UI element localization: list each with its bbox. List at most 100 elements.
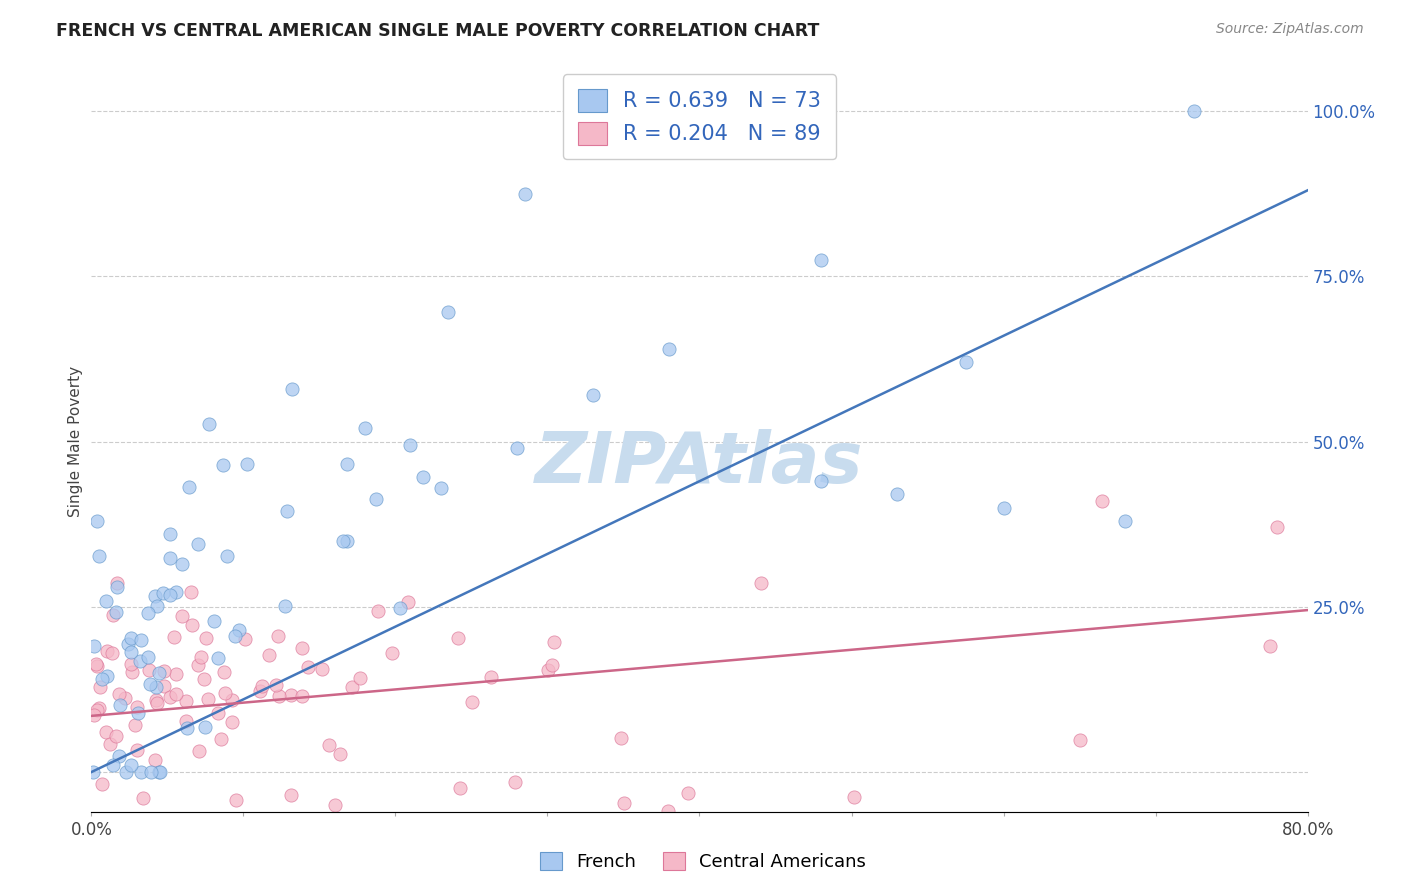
Point <box>108 748 131 763</box>
Point <box>180 584 202 599</box>
Point <box>212 458 235 473</box>
Point <box>82 765 104 780</box>
Point <box>323 797 346 812</box>
Point <box>810 252 832 267</box>
Point <box>290 641 312 656</box>
Point <box>120 645 142 659</box>
Point <box>207 706 229 720</box>
Point <box>159 527 181 541</box>
Point <box>153 679 176 693</box>
Text: FRENCH VS CENTRAL AMERICAN SINGLE MALE POVERTY CORRELATION CHART: FRENCH VS CENTRAL AMERICAN SINGLE MALE P… <box>56 22 820 40</box>
Point <box>318 739 340 753</box>
Point <box>215 549 238 563</box>
Point <box>513 186 536 201</box>
Point <box>297 660 319 674</box>
Point <box>228 623 250 637</box>
Point <box>1069 733 1091 747</box>
Point <box>149 765 172 780</box>
Point <box>276 504 298 518</box>
Point <box>399 438 422 452</box>
Point <box>139 677 162 691</box>
Point <box>214 686 236 700</box>
Point <box>163 630 186 644</box>
Point <box>193 673 215 687</box>
Point <box>86 658 108 673</box>
Point <box>396 595 419 609</box>
Point <box>86 514 108 528</box>
Point <box>264 678 287 692</box>
Point <box>145 692 167 706</box>
Point <box>120 757 142 772</box>
Point <box>96 644 118 658</box>
Point <box>212 665 235 679</box>
Point <box>132 791 155 805</box>
Point <box>152 586 174 600</box>
Point <box>233 632 256 647</box>
Point <box>194 720 217 734</box>
Point <box>412 470 434 484</box>
Point <box>336 457 359 471</box>
Point <box>145 680 167 694</box>
Point <box>329 747 352 761</box>
Point <box>114 765 136 780</box>
Point <box>430 481 453 495</box>
Point <box>153 664 176 678</box>
Point <box>354 421 377 435</box>
Point <box>1265 520 1288 534</box>
Point <box>187 537 209 551</box>
Point <box>128 654 150 668</box>
Point <box>198 417 221 431</box>
Point <box>114 690 136 705</box>
Point <box>96 669 118 683</box>
Point <box>159 550 181 565</box>
Point <box>506 441 529 455</box>
Point <box>1182 103 1205 118</box>
Point <box>91 777 114 791</box>
Point <box>117 637 139 651</box>
Point <box>381 646 404 660</box>
Point <box>225 792 247 806</box>
Point <box>503 775 526 789</box>
Point <box>170 558 193 572</box>
Point <box>105 729 128 743</box>
Point <box>1258 640 1281 654</box>
Point <box>138 663 160 677</box>
Point <box>145 589 167 603</box>
Point <box>165 688 187 702</box>
Point <box>98 738 121 752</box>
Point <box>280 789 302 803</box>
Point <box>108 698 131 712</box>
Point <box>224 629 246 643</box>
Point <box>367 604 389 618</box>
Point <box>249 683 271 698</box>
Point <box>955 355 977 369</box>
Point <box>121 665 143 680</box>
Point <box>170 609 193 624</box>
Point <box>250 680 273 694</box>
Point <box>120 657 142 672</box>
Point <box>461 695 484 709</box>
Point <box>221 693 243 707</box>
Point <box>177 480 200 494</box>
Point <box>125 700 148 714</box>
Point <box>125 743 148 757</box>
Point <box>159 690 181 704</box>
Point <box>146 599 169 614</box>
Point <box>202 614 225 628</box>
Point <box>105 580 128 594</box>
Point <box>159 588 181 602</box>
Point <box>166 666 188 681</box>
Point <box>101 758 124 772</box>
Point <box>609 731 631 745</box>
Point <box>83 639 105 653</box>
Point <box>658 342 681 356</box>
Point <box>1091 494 1114 508</box>
Point <box>121 631 143 645</box>
Point <box>148 665 170 680</box>
Point <box>207 651 229 665</box>
Point <box>181 618 204 632</box>
Point <box>543 635 565 649</box>
Point <box>87 549 110 563</box>
Point <box>127 706 149 721</box>
Point <box>86 703 108 717</box>
